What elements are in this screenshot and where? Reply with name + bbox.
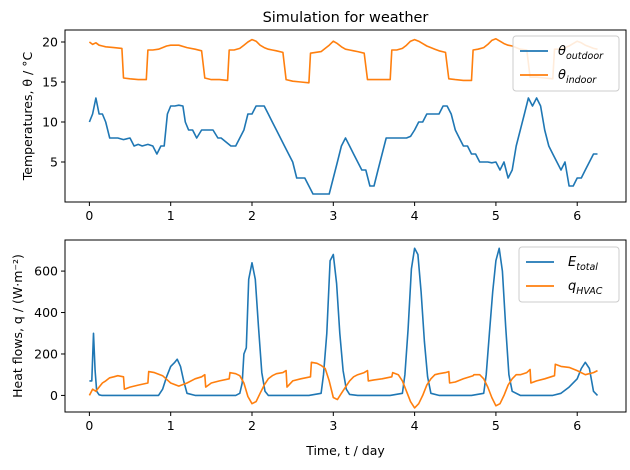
heat-flow-x-tick-label: 4 (411, 418, 419, 433)
temperature-ticks: 0 1 2 3 4 5 6 5 10 15 20 (42, 35, 581, 224)
legend-label-e-total: Etotal (568, 255, 598, 273)
series-line-e-total (89, 247, 599, 397)
temperature-x-tick-label: 4 (411, 208, 419, 223)
series-line--outdoor (88, 97, 598, 195)
temperature-x-tick-label: 3 (329, 208, 337, 223)
series-line-q-hvac (88, 361, 598, 409)
temperature-x-tick-label: 0 (85, 208, 93, 223)
heat-flow-x-tick-label: 3 (329, 418, 337, 433)
temperature-y-tick-label: 5 (50, 155, 58, 170)
heat-flow-y-tick-label: 600 (34, 264, 58, 279)
heat-flow-ticks: 0 1 2 3 4 5 6 0 200 400 600 (34, 264, 581, 433)
heat-flow-y-tick-label: 200 (34, 346, 58, 361)
heat-flow-x-tick-label: 6 (573, 418, 581, 433)
temperature-legend: θoutdoor θindoor (512, 35, 620, 92)
temperature-x-tick-label: 5 (492, 208, 500, 223)
heat-flow-panel: Heat flows, q / (W·m⁻²) Time, t / day 0 1… (10, 239, 627, 458)
legend-label-theta-indoor: θindoor (558, 68, 597, 86)
heat-flow-series (88, 247, 599, 409)
heat-flow-x-tick-label: 2 (248, 418, 256, 433)
x-axis-label: Time, t / day (305, 443, 385, 458)
heat-flow-y-tick-label: 0 (50, 388, 58, 403)
temperature-axes-frame (64, 29, 627, 203)
heat-flow-x-tick-label: 1 (167, 418, 175, 433)
chart-title: Simulation for weather (263, 10, 429, 26)
heat-flow-y-axis-label: Heat flows, q / (W·m⁻²) (10, 254, 25, 398)
temperature-y-tick-label: 15 (42, 75, 58, 90)
heat-flow-x-tick-label: 5 (492, 418, 500, 433)
heat-flow-x-tick-label: 0 (85, 418, 93, 433)
heat-flow-y-tick-label: 400 (34, 305, 58, 320)
heat-flow-legend: Etotal qHVAC (518, 246, 620, 303)
heat-flow-axes-frame (64, 239, 627, 413)
temperature-panel: Simulation for weather Temperatures, θ /… (20, 10, 627, 224)
temperature-y-tick-label: 20 (42, 35, 58, 50)
legend-label-theta-outdoor: θoutdoor (558, 44, 604, 62)
temperature-y-tick-label: 10 (42, 115, 58, 130)
legend-label-q-hvac: qHVAC (568, 279, 603, 297)
temperature-x-tick-label: 2 (248, 208, 256, 223)
temperature-x-tick-label: 1 (167, 208, 175, 223)
temperature-y-axis-label: Temperatures, θ / °C (20, 52, 35, 182)
temperature-x-tick-label: 6 (573, 208, 581, 223)
